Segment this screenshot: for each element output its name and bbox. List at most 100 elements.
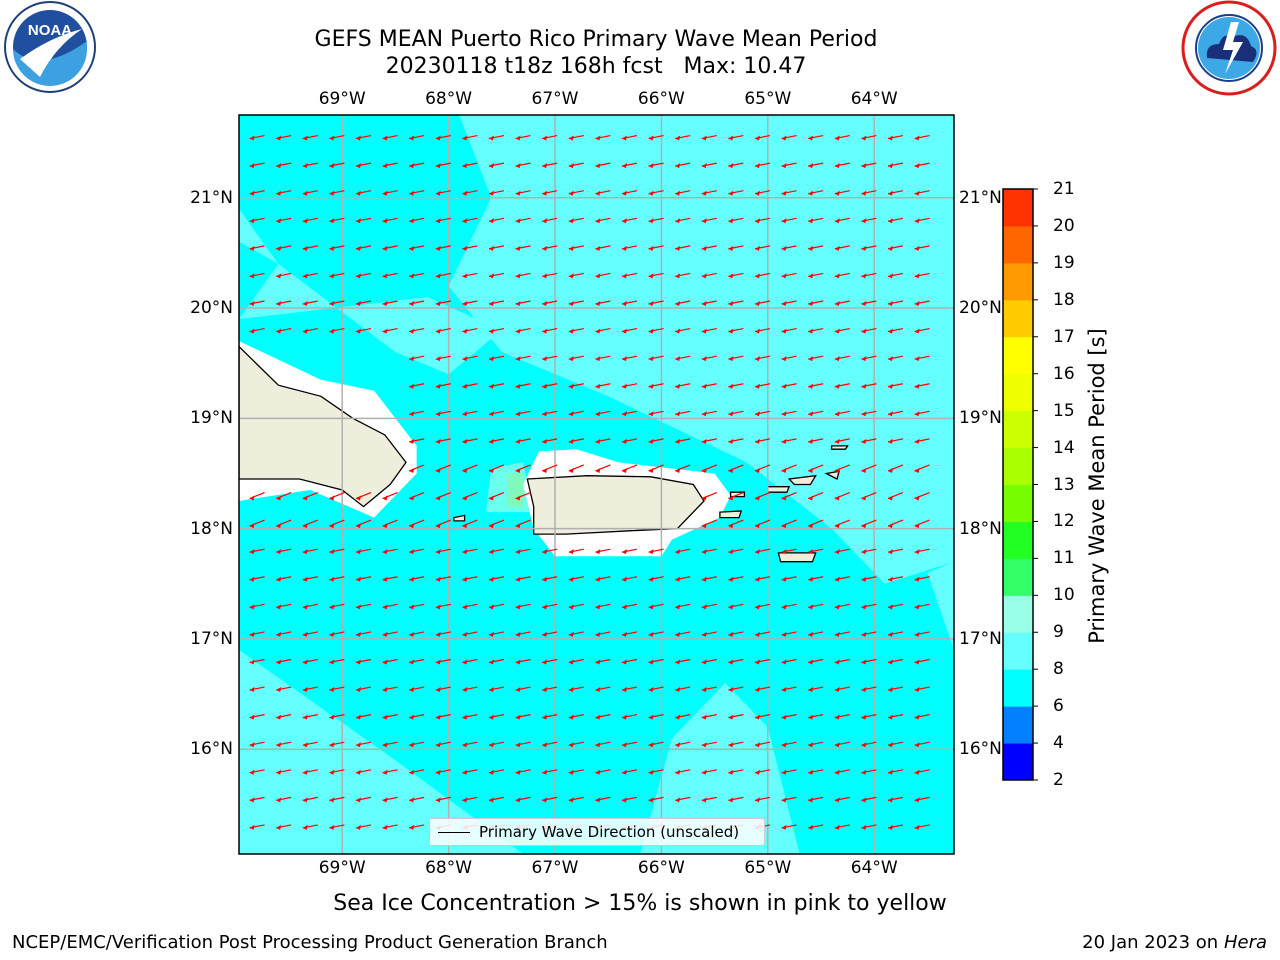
wave-arrow-head: [409, 218, 415, 224]
wave-arrow-head: [887, 438, 893, 444]
wave-arrow-head: [382, 328, 388, 334]
wave-arrow-head: [302, 714, 308, 720]
wave-arrow-head: [808, 797, 814, 803]
wave-arrow-head: [914, 356, 920, 362]
wave-arrow-head: [648, 467, 654, 473]
wave-arrow-head: [462, 467, 468, 473]
wave-arrow-head: [914, 576, 920, 582]
wave-arrow-head: [834, 742, 840, 748]
wave-arrow-head: [249, 659, 255, 665]
wave-arrow-head: [728, 328, 734, 334]
wave-arrow-head: [621, 797, 627, 803]
wave-arrow-head: [887, 742, 893, 748]
wave-arrow-head: [781, 467, 787, 473]
wave-arrow-head: [834, 714, 840, 720]
wave-arrow-head: [329, 824, 335, 830]
wave-arrow-head: [409, 411, 415, 417]
wave-arrow-head: [887, 467, 893, 473]
wave-arrow-head: [701, 356, 707, 362]
wave-arrow-head: [515, 576, 521, 582]
wave-arrow-head: [861, 411, 867, 417]
wave-arrow-head: [887, 576, 893, 582]
wave-arrow-head: [595, 245, 601, 251]
wave-arrow-head: [488, 604, 494, 610]
wave-arrow-head: [914, 495, 920, 501]
wave-arrow-head: [834, 604, 840, 610]
wave-arrow-head: [887, 301, 893, 307]
wave-arrow-head: [808, 523, 814, 529]
wave-arrow-head: [488, 356, 494, 362]
colorbar-box: [1003, 262, 1033, 301]
wave-arrow-head: [648, 411, 654, 417]
wave-arrow-head: [648, 245, 654, 251]
wave-arrow-head: [675, 687, 681, 693]
wave-arrow-head: [568, 797, 574, 803]
wave-arrow-head: [382, 604, 388, 610]
wave-arrow-head: [382, 218, 388, 224]
wave-arrow-head: [435, 245, 441, 251]
wave-arrow-head: [595, 687, 601, 693]
colorbar-box: [1003, 484, 1033, 522]
wave-arrow-head: [595, 659, 601, 665]
wave-arrow-head: [409, 163, 415, 169]
colorbar-tick-label: 18: [1053, 289, 1075, 310]
wave-arrow-head: [488, 218, 494, 224]
colorbar-tick-label: 6: [1053, 696, 1064, 717]
wave-arrow-head: [435, 523, 441, 529]
wave-arrow-head: [515, 328, 521, 334]
wave-arrow-head: [701, 576, 707, 582]
wave-arrow-head: [488, 549, 494, 555]
wave-arrow-head: [648, 549, 654, 555]
wave-arrow-head: [249, 714, 255, 720]
wave-arrow-head: [249, 190, 255, 196]
wave-arrow-head: [435, 301, 441, 307]
wave-arrow-head: [329, 714, 335, 720]
wave-arrow-head: [861, 218, 867, 224]
wave-arrow-head: [808, 714, 814, 720]
wave-arrow-head: [329, 163, 335, 169]
wave-arrow-head: [488, 411, 494, 417]
wave-arrow-head: [409, 631, 415, 637]
wave-arrow-head: [914, 438, 920, 444]
wave-arrow-head: [595, 742, 601, 748]
wave-arrow-head: [701, 273, 707, 279]
wave-arrow-head: [754, 190, 760, 196]
tick-label-bottom: 69°W: [318, 858, 366, 878]
wave-arrow-head: [648, 769, 654, 775]
wave-arrow-head: [409, 467, 415, 473]
wave-arrow-head: [861, 163, 867, 169]
colorbar-box: [1003, 447, 1033, 485]
wave-arrow-head: [249, 824, 255, 830]
wave-arrow-head: [754, 495, 760, 501]
footer-host: Hera: [1223, 932, 1267, 953]
wave-arrow-head: [276, 190, 282, 196]
colorbar-tick-label: 21: [1053, 179, 1075, 199]
wave-arrow-head: [914, 659, 920, 665]
wave-arrow-head: [462, 245, 468, 251]
wave-arrow-head: [595, 135, 601, 141]
wave-arrow-head: [781, 797, 787, 803]
legend-label: Primary Wave Direction (unscaled): [479, 823, 740, 841]
wave-arrow-head: [302, 190, 308, 196]
colorbar-tick-label: 8: [1053, 659, 1064, 680]
wave-arrow-head: [808, 356, 814, 362]
wave-arrow-head: [435, 163, 441, 169]
footer-credit: NCEP/EMC/Verification Post Processing Pr…: [12, 932, 608, 953]
footer-date-text: 20 Jan 2023 on: [1082, 932, 1224, 953]
wave-arrow-head: [754, 438, 760, 444]
wave-arrow-head: [355, 714, 361, 720]
wave-arrow-head: [302, 301, 308, 307]
wave-arrow-head: [675, 301, 681, 307]
wave-arrow-head: [568, 190, 574, 196]
wave-arrow-head: [781, 687, 787, 693]
wave-arrow-head: [701, 495, 707, 501]
wave-arrow-head: [728, 190, 734, 196]
wave-arrow-head: [302, 523, 308, 529]
wave-arrow-head: [355, 659, 361, 665]
wave-arrow-head: [515, 631, 521, 637]
wave-arrow-head: [329, 328, 335, 334]
wave-arrow-head: [488, 438, 494, 444]
wave-arrow-head: [914, 742, 920, 748]
wave-arrow-head: [701, 328, 707, 334]
wave-arrow-head: [249, 742, 255, 748]
